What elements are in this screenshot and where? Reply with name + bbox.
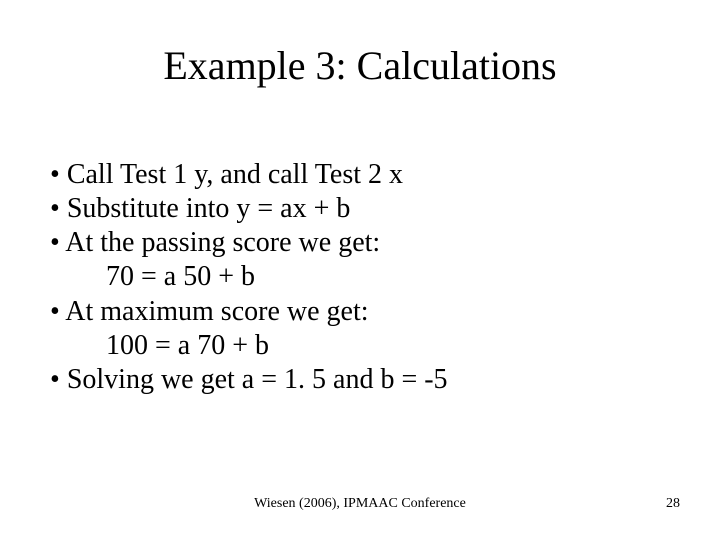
bullet-text: Substitute into y = ax + b [67, 193, 351, 224]
bullet-list: Call Test 1 y, and call Test 2 x Substit… [50, 158, 660, 397]
bullet-item: Substitute into y = ax + b [50, 192, 660, 226]
bullet-text: At maximum score we get: [65, 296, 368, 327]
bullet-item: Call Test 1 y, and call Test 2 x [50, 158, 660, 192]
bullet-text: Solving we get a = 1. 5 and b = -5 [67, 364, 448, 395]
bullet-subtext: 100 = a 70 + b [78, 329, 660, 363]
bullet-text: Call Test 1 y, and call Test 2 x [67, 159, 403, 190]
page-number: 28 [666, 496, 680, 512]
bullet-item: Solving we get a = 1. 5 and b = -5 [50, 363, 660, 397]
slide-body: Call Test 1 y, and call Test 2 x Substit… [50, 158, 660, 397]
bullet-item: At maximum score we get:100 = a 70 + b [50, 295, 660, 363]
bullet-subtext: 70 = a 50 + b [78, 260, 660, 294]
footer-citation: Wiesen (2006), IPMAAC Conference [0, 496, 720, 512]
slide: Example 3: Calculations Call Test 1 y, a… [0, 0, 720, 540]
bullet-text: At the passing score we get: [65, 227, 380, 258]
bullet-item: At the passing score we get:70 = a 50 + … [50, 226, 660, 294]
slide-title: Example 3: Calculations [0, 42, 720, 89]
